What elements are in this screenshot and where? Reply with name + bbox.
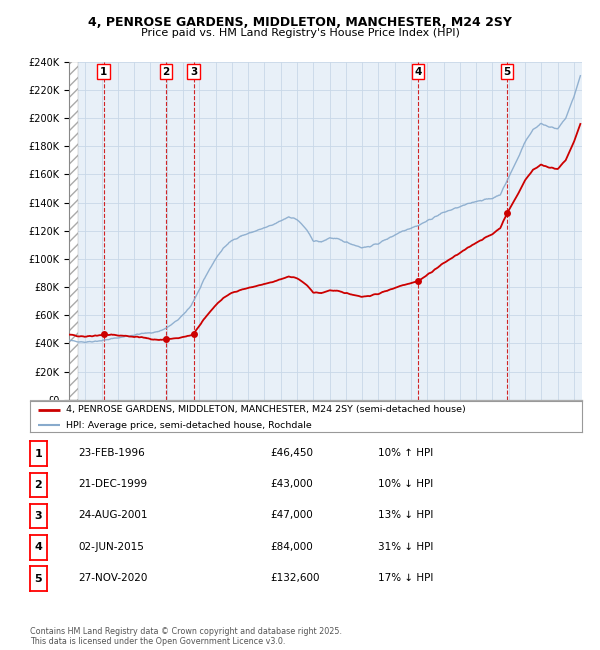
Text: 5: 5 xyxy=(503,67,511,77)
Text: Price paid vs. HM Land Registry's House Price Index (HPI): Price paid vs. HM Land Registry's House … xyxy=(140,28,460,38)
Text: 24-AUG-2001: 24-AUG-2001 xyxy=(78,510,148,521)
Text: 2: 2 xyxy=(35,480,42,490)
Text: 1: 1 xyxy=(35,448,42,459)
Text: £47,000: £47,000 xyxy=(270,510,313,521)
Text: 02-JUN-2015: 02-JUN-2015 xyxy=(78,541,144,552)
Text: £43,000: £43,000 xyxy=(270,479,313,489)
Text: 5: 5 xyxy=(35,573,42,584)
Text: 2: 2 xyxy=(163,67,170,77)
Text: £132,600: £132,600 xyxy=(270,573,320,583)
Text: 1: 1 xyxy=(100,67,107,77)
Text: £84,000: £84,000 xyxy=(270,541,313,552)
Text: 4: 4 xyxy=(34,542,43,552)
Text: 17% ↓ HPI: 17% ↓ HPI xyxy=(378,573,433,583)
Text: 31% ↓ HPI: 31% ↓ HPI xyxy=(378,541,433,552)
Text: 3: 3 xyxy=(35,511,42,521)
Text: 23-FEB-1996: 23-FEB-1996 xyxy=(78,448,145,458)
Text: 21-DEC-1999: 21-DEC-1999 xyxy=(78,479,147,489)
Text: HPI: Average price, semi-detached house, Rochdale: HPI: Average price, semi-detached house,… xyxy=(66,421,311,430)
Text: Contains HM Land Registry data © Crown copyright and database right 2025.
This d: Contains HM Land Registry data © Crown c… xyxy=(30,627,342,646)
Text: 13% ↓ HPI: 13% ↓ HPI xyxy=(378,510,433,521)
Text: 4: 4 xyxy=(414,67,422,77)
Text: 10% ↑ HPI: 10% ↑ HPI xyxy=(378,448,433,458)
Text: 10% ↓ HPI: 10% ↓ HPI xyxy=(378,479,433,489)
Text: 27-NOV-2020: 27-NOV-2020 xyxy=(78,573,148,583)
Text: 4, PENROSE GARDENS, MIDDLETON, MANCHESTER, M24 2SY: 4, PENROSE GARDENS, MIDDLETON, MANCHESTE… xyxy=(88,16,512,29)
Text: £46,450: £46,450 xyxy=(270,448,313,458)
Text: 3: 3 xyxy=(190,67,197,77)
Text: 4, PENROSE GARDENS, MIDDLETON, MANCHESTER, M24 2SY (semi-detached house): 4, PENROSE GARDENS, MIDDLETON, MANCHESTE… xyxy=(66,406,466,414)
